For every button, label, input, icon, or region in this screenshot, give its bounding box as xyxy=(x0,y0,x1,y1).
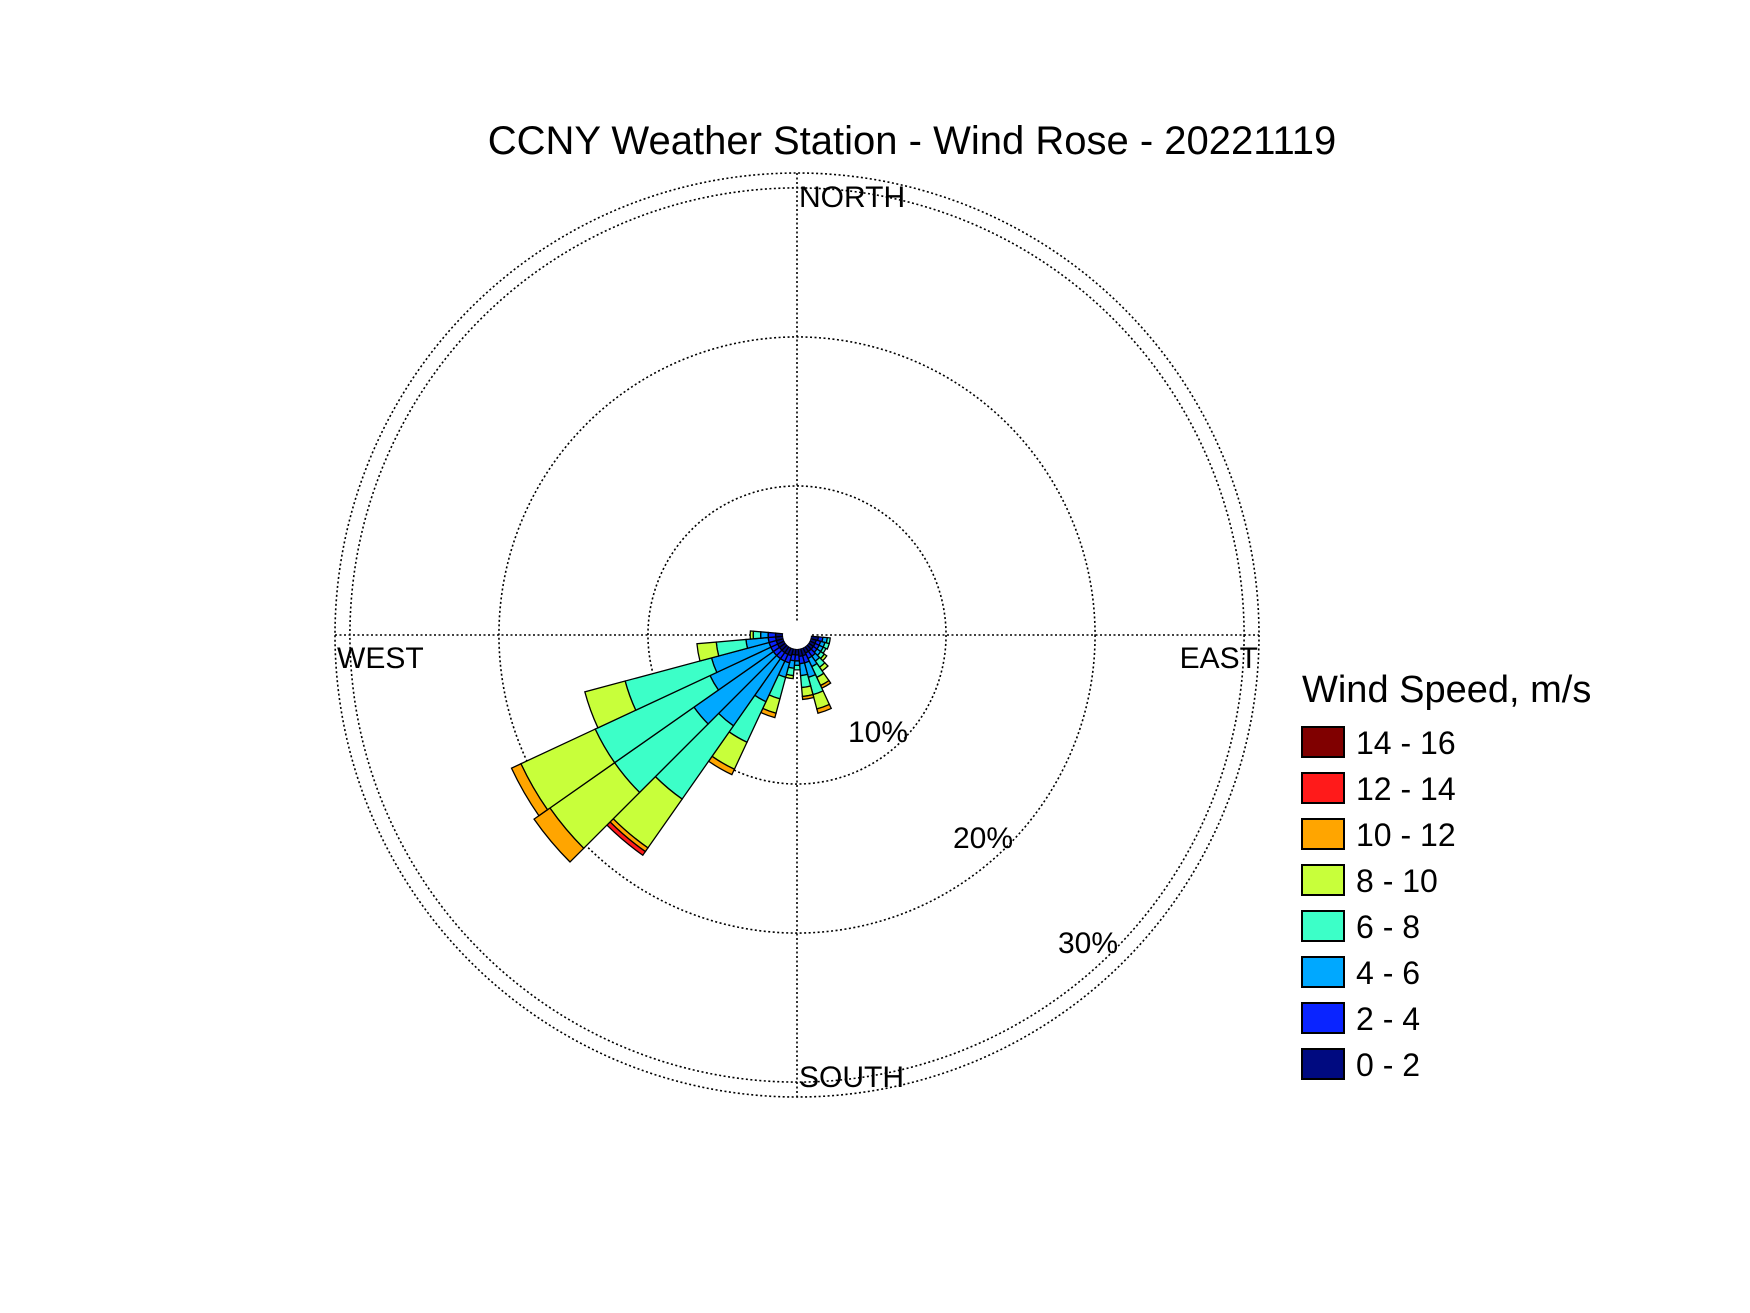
sector-230-bin-10-12 xyxy=(533,807,585,863)
legend-label-12-14: 12 - 14 xyxy=(1356,771,1456,807)
legend-swatch-0-2 xyxy=(1301,1048,1345,1080)
direction-label-south: SOUTH xyxy=(799,1061,904,1094)
wind-sectors xyxy=(510,630,833,863)
legend-label-8-10: 8 - 10 xyxy=(1356,863,1438,899)
ring-label-10: 10% xyxy=(848,716,908,749)
legend-title: Wind Speed, m/s xyxy=(1302,669,1591,711)
legend-swatch-14-16 xyxy=(1301,726,1345,758)
legend-label-10-12: 10 - 12 xyxy=(1356,817,1456,853)
sector-270-bin-6-8 xyxy=(752,630,762,640)
sector-270-bin-4-6 xyxy=(759,631,769,639)
legend-swatch-12-14 xyxy=(1301,772,1345,804)
legend-swatch-6-8 xyxy=(1301,910,1345,942)
legend-swatch-4-6 xyxy=(1301,956,1345,988)
sector-240-bin-10-12 xyxy=(510,762,549,817)
sector-160-bin-10-12 xyxy=(816,703,833,715)
legend-label-4-6: 4 - 6 xyxy=(1356,955,1420,991)
sector-270-bin-8-10 xyxy=(749,630,755,640)
sector-270-bin-0-2 xyxy=(774,632,784,638)
ring-label-30: 30% xyxy=(1058,927,1118,960)
legend: Wind Speed, m/s 14 - 16 12 - 14 10 - 12 8 -… xyxy=(1301,669,1591,1083)
grid-ring-10 xyxy=(647,485,947,785)
legend-swatch-10-12 xyxy=(1301,818,1345,850)
legend-items: 14 - 16 12 - 14 10 - 12 8 - 10 6 - 8 4 - 6 2 -… xyxy=(1301,725,1456,1083)
ring-label-20: 20% xyxy=(953,822,1013,855)
legend-label-6-8: 6 - 8 xyxy=(1356,909,1420,945)
sector-170-bin-10-12 xyxy=(801,693,815,701)
polar-grid xyxy=(334,172,1260,1098)
legend-label-14-16: 14 - 16 xyxy=(1356,725,1456,761)
legend-label-0-2: 0 - 2 xyxy=(1356,1047,1420,1083)
direction-label-west: WEST xyxy=(337,642,424,675)
legend-label-2-4: 2 - 4 xyxy=(1356,1001,1420,1037)
direction-label-east: EAST xyxy=(1180,642,1258,675)
legend-swatch-2-4 xyxy=(1301,1002,1345,1034)
sector-270-bin-2-4 xyxy=(767,631,777,639)
sector-260-bin-8-10 xyxy=(696,641,720,662)
legend-swatch-8-10 xyxy=(1301,864,1345,896)
sector-250-bin-8-10 xyxy=(584,680,637,729)
chart-title: CCNY Weather Station - Wind Rose - 20221… xyxy=(488,119,1337,163)
direction-label-north: NORTH xyxy=(799,181,905,214)
center-hole xyxy=(783,621,811,649)
